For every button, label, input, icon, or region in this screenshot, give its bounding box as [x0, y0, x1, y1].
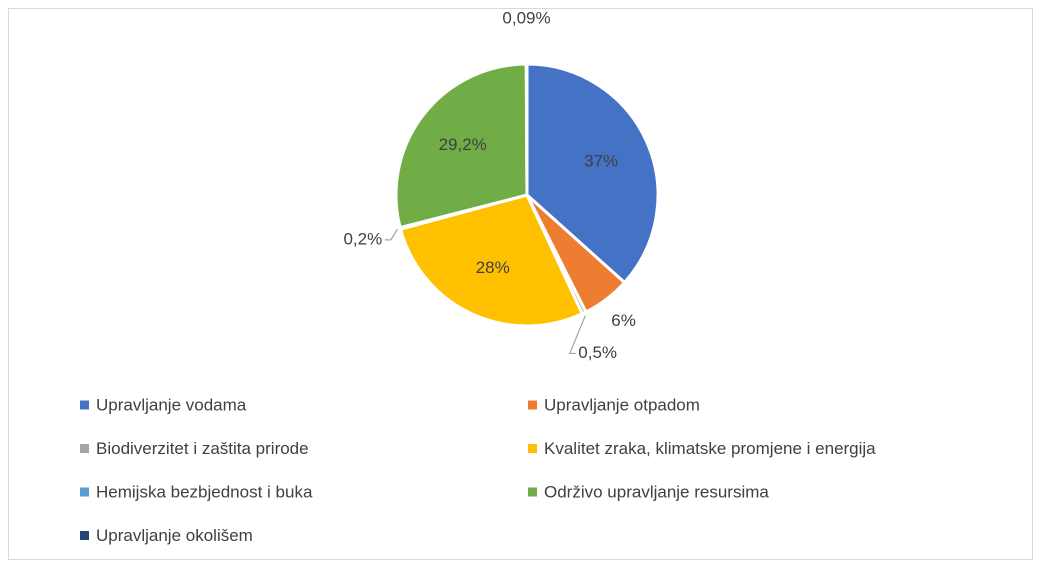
legend-swatch	[80, 487, 89, 497]
data-label: 0,09%	[502, 8, 550, 27]
leader-line	[568, 315, 586, 355]
legend-label: Kvalitet zraka, klimatske promjene i ene…	[544, 439, 876, 458]
legend-swatch	[80, 531, 89, 540]
legend-label: Upravljanje otpadom	[544, 395, 700, 414]
legend-label: Hemijska bezbjednost i buka	[96, 482, 313, 501]
data-label: 0,5%	[578, 343, 617, 362]
data-label: 6%	[611, 311, 636, 330]
leader-line	[384, 228, 398, 241]
pie-slice	[398, 193, 585, 328]
legend-swatch	[80, 400, 89, 410]
legend-swatch	[80, 444, 89, 453]
data-label: 28%	[476, 258, 510, 277]
legend-label: Održivo upravljanje resursima	[544, 482, 769, 501]
legend-label: Upravljanje okolišem	[96, 526, 253, 545]
legend-label: Upravljanje vodama	[96, 395, 247, 414]
legend-swatch	[528, 444, 537, 453]
data-label: 37%	[584, 151, 618, 170]
legend-swatch	[528, 400, 537, 410]
data-label: 0,2%	[343, 229, 382, 248]
pie-slice	[524, 62, 529, 196]
data-label: 29,2%	[439, 135, 487, 154]
legend-swatch	[528, 487, 537, 497]
pie-slice	[525, 62, 660, 285]
pie-slice	[394, 62, 529, 230]
legend-label: Biodiverzitet i zaštita prirode	[96, 439, 309, 458]
